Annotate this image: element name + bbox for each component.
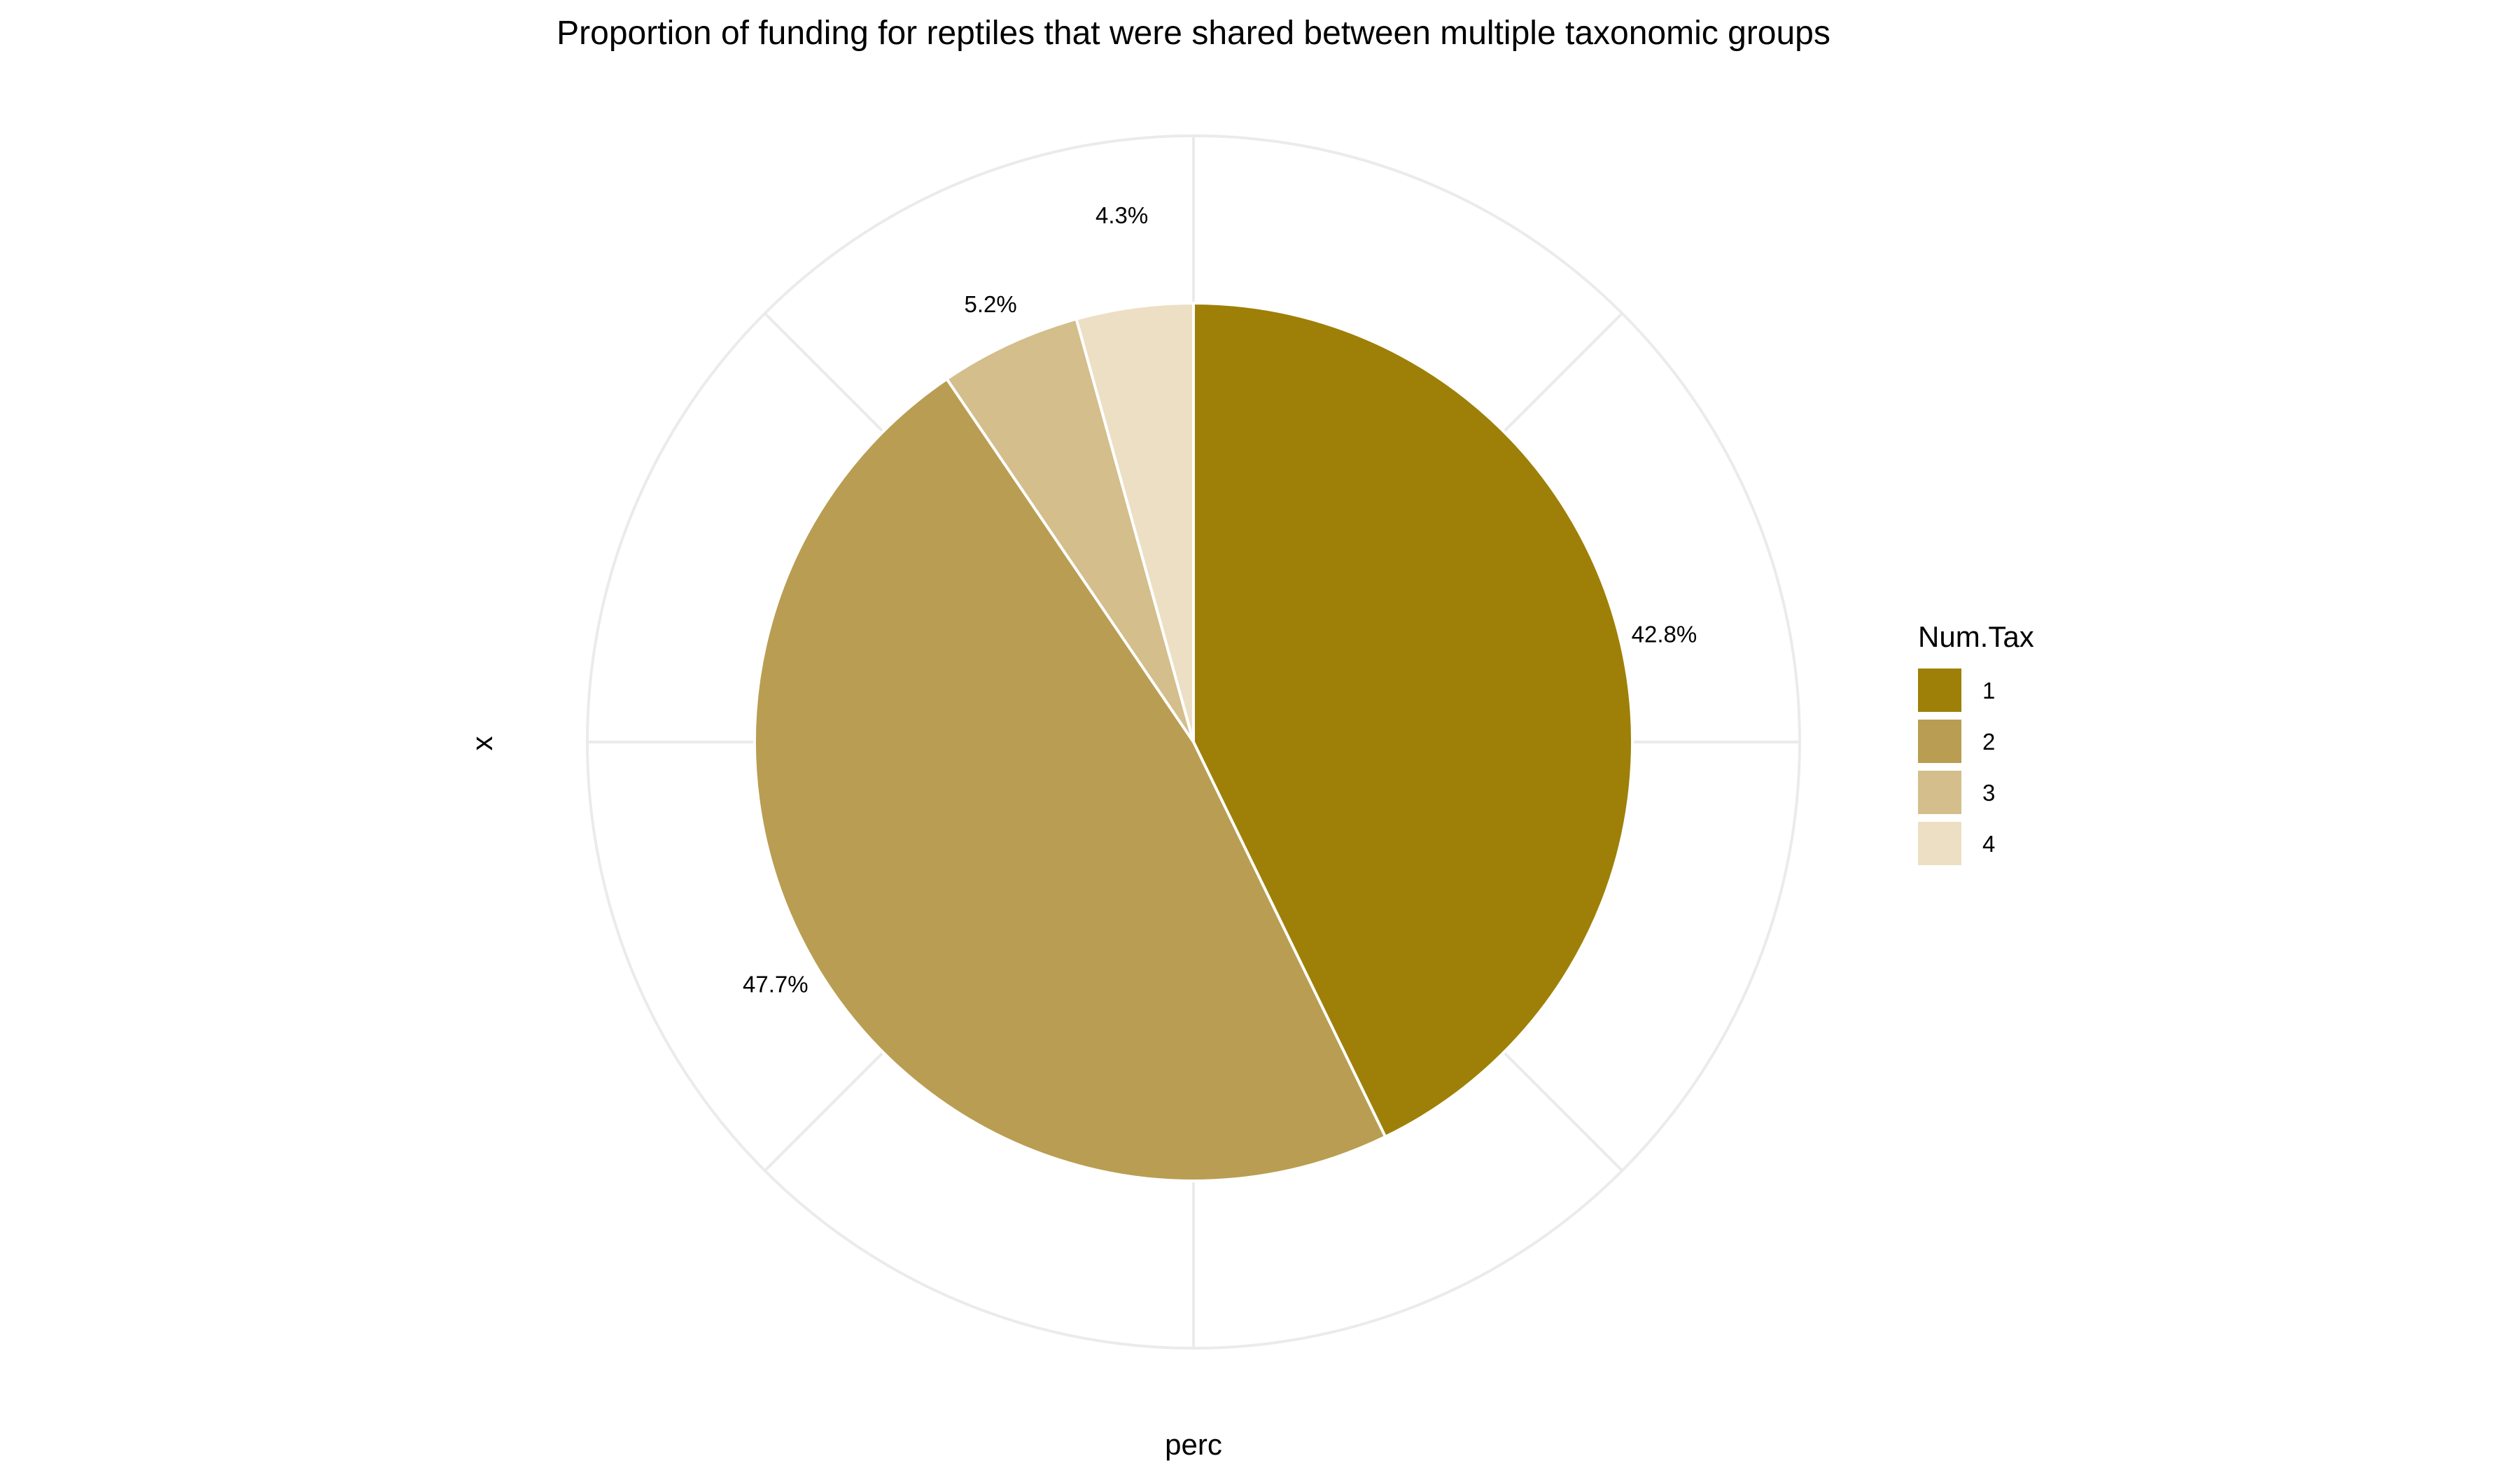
slice-label-1: 42.8% xyxy=(1632,621,1698,647)
grid-spoke xyxy=(1502,1051,1623,1172)
legend-label-4: 4 xyxy=(1982,831,1995,857)
legend-label-3: 3 xyxy=(1982,780,1995,806)
y-axis-title: x xyxy=(465,736,498,751)
legend-title: Num.Tax xyxy=(1918,620,2034,653)
slice-label-3: 5.2% xyxy=(965,291,1017,317)
legend: Num.Tax 1 2 3 4 xyxy=(1918,620,2034,865)
slice-label-2: 47.7% xyxy=(743,972,808,997)
legend-key-3 xyxy=(1918,771,1961,814)
pie-slice-3 xyxy=(945,317,1195,743)
chart-title: Proportion of funding for reptiles that … xyxy=(556,15,1830,52)
slice-labels: 42.8% 47.7% 5.2% 4.3% xyxy=(743,202,1697,997)
grid-spoke xyxy=(764,1051,885,1172)
pie-slice-2 xyxy=(753,377,1387,1182)
pie-slices xyxy=(753,302,1634,1182)
legend-key-4 xyxy=(1918,822,1961,865)
legend-key-2 xyxy=(1918,720,1961,763)
grid-spoke xyxy=(1502,312,1623,433)
x-axis-title: perc xyxy=(1165,1428,1222,1461)
pie-slice-1 xyxy=(1192,302,1634,1138)
grid-spoke xyxy=(764,312,885,433)
legend-label-1: 1 xyxy=(1982,678,1995,704)
legend-label-2: 2 xyxy=(1982,729,1995,755)
polar-grid xyxy=(586,134,1801,1350)
slice-label-4: 4.3% xyxy=(1096,202,1148,228)
legend-items: 1 2 3 4 xyxy=(1918,668,1995,865)
pie-slice-4 xyxy=(1074,302,1195,743)
legend-key-1 xyxy=(1918,668,1961,712)
